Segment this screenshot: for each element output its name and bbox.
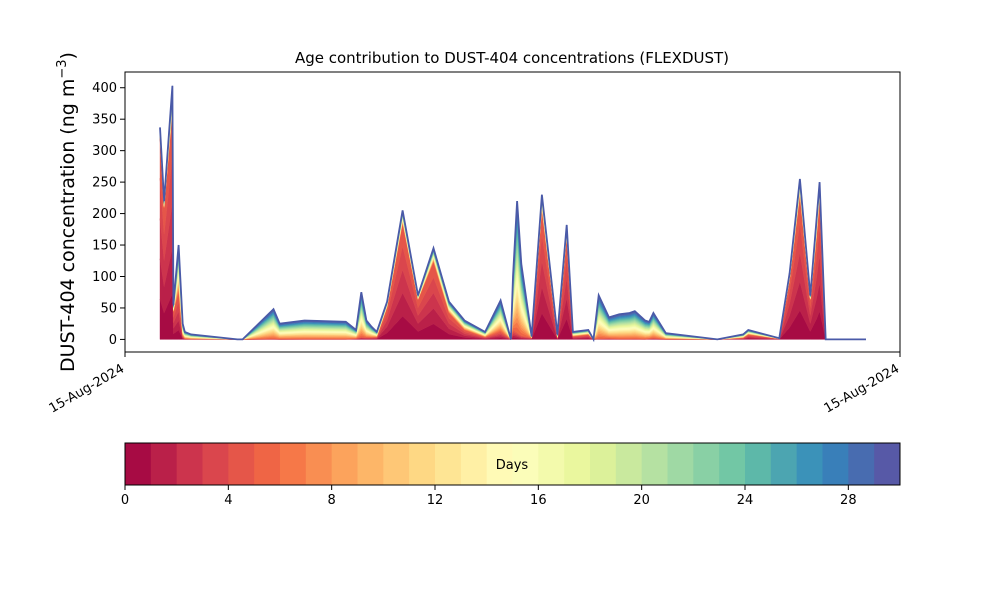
colorbar-tick-label: 28 (840, 493, 857, 508)
y-tick-label: 50 (100, 301, 117, 316)
colorbar-bin (641, 443, 668, 485)
y-axis-label-text: DUST-404 concentration (ng m (57, 79, 79, 372)
colorbar-tick-label: 16 (530, 493, 547, 508)
colorbar-bin (564, 443, 591, 485)
svg-text:DUST-404 concentration (ng m−3: DUST-404 concentration (ng m−3) (55, 52, 79, 372)
colorbar-bin (822, 443, 849, 485)
total-line (159, 85, 866, 343)
colorbar-bin (176, 443, 203, 485)
y-tick-label: 200 (92, 207, 117, 222)
x-tick-label: 15-Aug-2024 (822, 361, 902, 416)
y-tick-label: 350 (92, 113, 117, 128)
chart-title: Age contribution to DUST-404 concentrati… (295, 49, 729, 67)
plot-frame (124, 71, 901, 353)
y-tick-label: 150 (92, 239, 117, 254)
y-axis: 0 50 100 150 200 250 300 350 400 (92, 81, 125, 348)
y-tick-label: 100 (92, 270, 117, 285)
y-tick-label: 400 (92, 81, 117, 96)
colorbar-bin (538, 443, 565, 485)
y-tick-label: 0 (109, 333, 117, 348)
colorbar-label: Days (496, 458, 529, 473)
colorbar-bin (435, 443, 462, 485)
colorbar-tick-label: 4 (224, 493, 232, 508)
colorbar-bin (874, 443, 901, 485)
y-axis-label-close: ) (57, 52, 79, 59)
y-axis-label: DUST-404 concentration (ng m−3) (55, 52, 79, 372)
colorbar-bin (280, 443, 307, 485)
x-axis: 15-Aug-2024 15-Aug-2024 (47, 352, 902, 417)
colorbar-bin (125, 443, 152, 485)
colorbar-frame (124, 442, 901, 486)
colorbar-bin (693, 443, 720, 485)
colorbar-bin (719, 443, 746, 485)
colorbar-tick-label: 12 (427, 493, 444, 508)
colorbar (125, 443, 901, 485)
y-tick-label: 250 (92, 176, 117, 191)
colorbar-bin (202, 443, 229, 485)
colorbar-bin (357, 443, 384, 485)
colorbar-bin (150, 443, 178, 485)
colorbar-tick-label: 24 (737, 493, 754, 508)
colorbar-bin (331, 443, 358, 485)
colorbar-bin (770, 443, 798, 485)
colorbar-bin (667, 443, 694, 485)
colorbar-bin (590, 443, 617, 485)
colorbar-bin (615, 443, 643, 485)
colorbar-bin (305, 443, 333, 485)
colorbar-bin (383, 443, 410, 485)
colorbar-bin (254, 443, 281, 485)
y-tick-label: 300 (92, 144, 117, 159)
colorbar-bin (460, 443, 488, 485)
colorbar-bin (409, 443, 436, 485)
colorbar-axis: 0 4 8 12 16 20 24 28 (121, 485, 857, 508)
colorbar-bin (848, 443, 875, 485)
colorbar-tick-label: 8 (328, 493, 336, 508)
colorbar-bin (228, 443, 255, 485)
plot-area (159, 85, 866, 343)
colorbar-bin (796, 443, 823, 485)
y-axis-label-superscript: −3 (55, 59, 70, 78)
colorbar-tick-label: 20 (633, 493, 650, 508)
colorbar-bin (512, 443, 539, 485)
colorbar-bin (745, 443, 772, 485)
colorbar-bin (486, 443, 513, 485)
colorbar-tick-label: 0 (121, 493, 129, 508)
